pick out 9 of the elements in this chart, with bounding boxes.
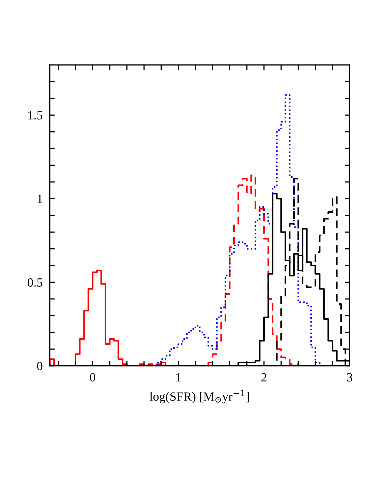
y-tick-label: 1	[38, 195, 42, 204]
x-tick-label: 3	[347, 373, 353, 382]
x-tick-label: 1	[176, 373, 181, 382]
y-tick-label: 0	[37, 362, 43, 371]
y-tick-label: 0.5	[28, 278, 43, 287]
x-tick-label: 0	[90, 373, 96, 382]
x-axis-title: log(SFR) [M$_{⊙}$yr$^{−1}$]	[150, 390, 250, 404]
y-tick-label: 1.5	[28, 111, 43, 120]
x-tick-label: 2	[262, 373, 267, 382]
